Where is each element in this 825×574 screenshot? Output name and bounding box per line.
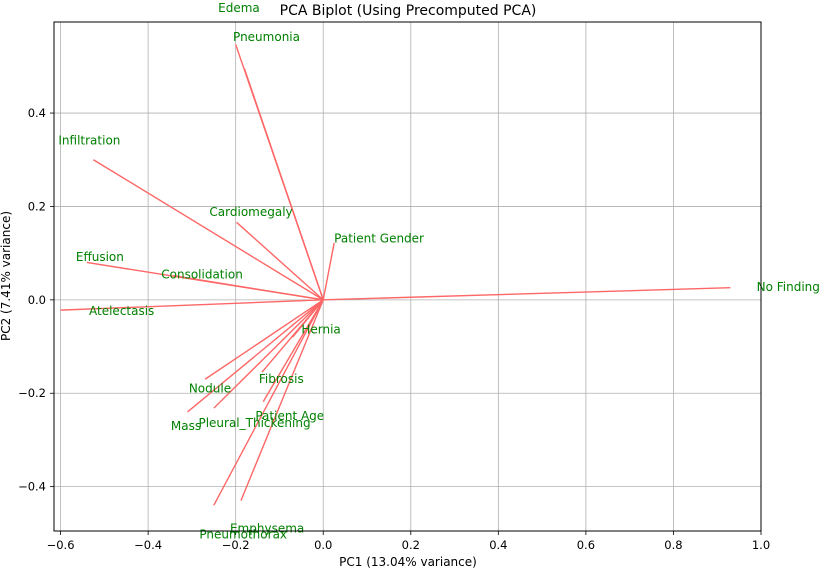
loading-label-patient-age: Patient Age	[255, 409, 324, 423]
axis-ticks: −0.6 −0.4 −0.2 0.0 0.2 0.4 0.6 0.8 1.0 −0.4 −0.2 0.…	[18, 106, 770, 552]
x-tick-label: −0.2	[222, 538, 250, 552]
x-axis-label: PC1 (13.04% variance)	[339, 555, 477, 569]
x-tick-label: 0.6	[577, 538, 595, 552]
loading-arrow-emphysema	[240, 299, 324, 501]
loading-label-consolidation: Consolidation	[161, 268, 243, 282]
loading-arrow-mass	[187, 299, 324, 413]
x-tick-label: 1.0	[752, 538, 770, 552]
loading-label-mass: Mass	[171, 419, 201, 433]
y-tick-label: −0.2	[18, 386, 46, 400]
loading-arrow-atelectasis	[60, 299, 324, 311]
loading-label-infiltration: Infiltration	[58, 134, 120, 148]
loading-label-emphysema: Emphysema	[230, 522, 304, 536]
chart-title: PCA Biplot (Using Precomputed PCA)	[280, 3, 537, 19]
loading-label-pleural-thickening: Pleural_Thickening	[198, 416, 310, 430]
loading-label-atelectasis: Atelectasis	[89, 304, 154, 318]
loading-label-pneumonia: Pneumonia	[233, 30, 300, 44]
y-tick-label: −0.4	[18, 480, 46, 494]
loading-arrows	[60, 44, 731, 506]
loading-label-effusion: Effusion	[76, 250, 124, 264]
loading-label-edema: Edema	[218, 1, 260, 15]
loading-label-hernia: Hernia	[301, 322, 340, 336]
loading-label-nodule: Nodule	[189, 382, 231, 396]
y-tick-label: 0.4	[28, 106, 46, 120]
loading-arrow-nodule	[204, 299, 324, 380]
loading-label-fibrosis: Fibrosis	[259, 372, 304, 386]
x-tick-label: −0.6	[47, 538, 75, 552]
loading-arrow-consolidation	[172, 274, 324, 301]
loading-arrow-pneumonia	[235, 44, 324, 301]
loading-arrow-no-finding	[323, 287, 731, 301]
y-axis-label: PC2 (7.41% variance)	[0, 211, 13, 341]
x-tick-label: −0.4	[134, 538, 162, 552]
loading-label-patient-gender: Patient Gender	[334, 232, 424, 246]
y-tick-label: 0.2	[28, 199, 46, 213]
loading-arrow-patient-age	[262, 299, 324, 403]
x-tick-label: 0.4	[489, 538, 507, 552]
grid	[54, 22, 762, 531]
x-tick-label: 0.0	[314, 538, 332, 552]
x-tick-label: 0.2	[402, 538, 420, 552]
x-tick-label: 0.8	[664, 538, 682, 552]
loading-arrow-fibrosis	[261, 299, 324, 373]
loading-arrow-cardiomegaly	[236, 221, 324, 301]
loading-labels: Edema Pneumonia Infiltration Cardiomegaly Pa…	[58, 1, 820, 542]
plot-frame	[53, 21, 762, 532]
loading-label-pneumothorax: Pneumothorax	[199, 528, 287, 542]
loading-arrow-patient-gender	[322, 242, 335, 300]
loading-arrow-infiltration	[93, 159, 324, 301]
loading-label-no-finding: No Finding	[757, 280, 820, 294]
loading-arrow-pleural-thickening	[213, 299, 324, 409]
loading-label-cardiomegaly: Cardiomegaly	[209, 205, 292, 219]
loading-arrow-pneumothorax	[213, 299, 324, 506]
y-tick-label: 0.0	[28, 293, 46, 307]
